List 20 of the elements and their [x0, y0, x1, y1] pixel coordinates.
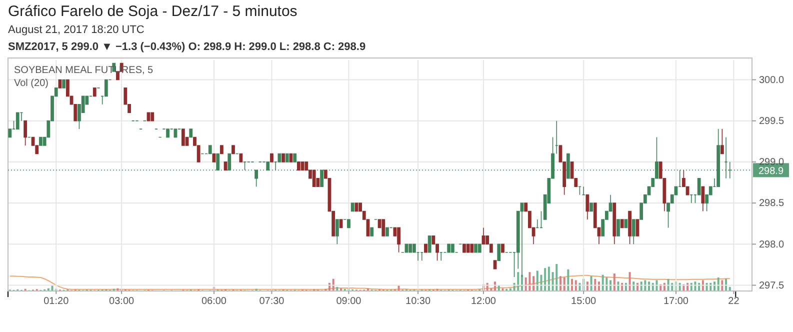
x-tick-label: 22 [728, 296, 740, 308]
y-tick-label: 300.0 [759, 74, 784, 86]
x-tick-label: 15:00 [571, 296, 597, 308]
ref-line-label: 298.9 [758, 166, 784, 178]
y-tick-label: 298.0 [759, 239, 784, 250]
x-tick-label: 06:00 [201, 296, 227, 308]
text: SMZ2017, 5 299.0 ▼ −1.3 (−0.43%) O: 298.9 H: 299.0 L: 298.8 C: 298.9 [8, 41, 366, 53]
y-tick-label: 297.5 [759, 280, 784, 292]
x-tick-label: 09:00 [336, 296, 362, 308]
x-tick-label: 12:00 [470, 296, 496, 308]
y-tick-label: 299.5 [759, 116, 784, 128]
x-tick-label: 01:20 [44, 296, 70, 308]
x-tick-label: 07:30 [259, 296, 285, 308]
y-tick-label: 298.5 [759, 198, 784, 210]
chart-subtitle: August 21, 2017 18:20 UTC [8, 24, 144, 36]
x-tick-label: 03:00 [109, 296, 135, 308]
chart-title: Vol (20) [14, 78, 48, 89]
chart-title: Gráfico Farelo de Soja - Dez/17 - 5 minutos [8, 3, 298, 20]
x-tick-label: 10:30 [406, 296, 431, 308]
x-tick-label: 17:00 [663, 296, 689, 308]
